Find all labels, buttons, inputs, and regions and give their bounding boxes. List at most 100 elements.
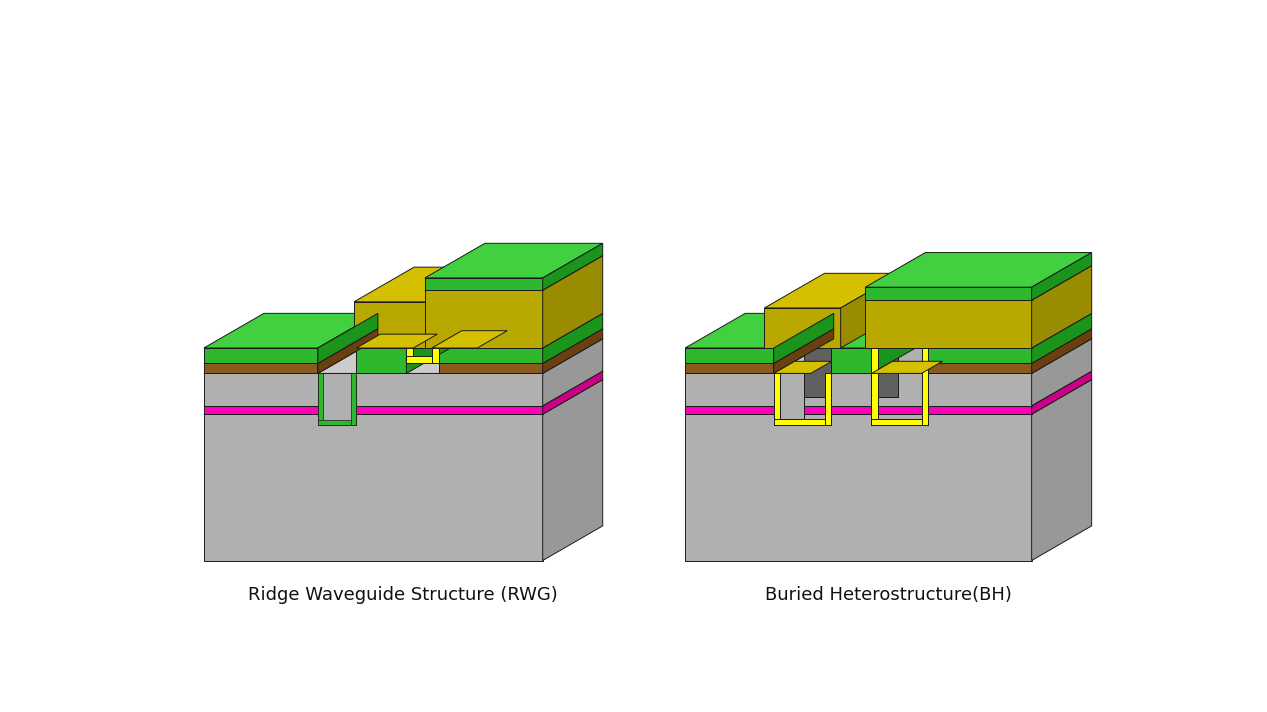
Polygon shape xyxy=(685,329,834,363)
Polygon shape xyxy=(774,313,834,363)
Polygon shape xyxy=(774,373,780,425)
Polygon shape xyxy=(764,308,841,348)
Polygon shape xyxy=(542,371,603,414)
Polygon shape xyxy=(831,313,931,348)
Polygon shape xyxy=(685,363,774,373)
Polygon shape xyxy=(318,419,356,425)
Polygon shape xyxy=(841,273,901,348)
Polygon shape xyxy=(764,273,901,308)
Polygon shape xyxy=(685,313,834,348)
Polygon shape xyxy=(204,379,603,414)
Polygon shape xyxy=(865,266,1092,300)
Polygon shape xyxy=(685,406,1031,414)
Polygon shape xyxy=(774,313,834,363)
Polygon shape xyxy=(927,329,1092,363)
Polygon shape xyxy=(831,348,872,373)
Polygon shape xyxy=(927,313,1092,348)
Polygon shape xyxy=(204,348,318,363)
Polygon shape xyxy=(353,267,488,302)
Polygon shape xyxy=(351,373,356,425)
Polygon shape xyxy=(542,339,603,406)
Polygon shape xyxy=(774,419,805,425)
Polygon shape xyxy=(318,313,378,363)
Polygon shape xyxy=(805,348,831,397)
Polygon shape xyxy=(204,313,378,348)
Polygon shape xyxy=(407,313,466,373)
Polygon shape xyxy=(927,363,1031,373)
Polygon shape xyxy=(685,348,774,363)
Polygon shape xyxy=(318,329,378,373)
Polygon shape xyxy=(865,253,1092,287)
Polygon shape xyxy=(204,371,603,406)
Polygon shape xyxy=(826,373,831,425)
Polygon shape xyxy=(542,379,603,560)
Polygon shape xyxy=(356,313,466,348)
Polygon shape xyxy=(438,313,603,348)
Polygon shape xyxy=(872,348,898,397)
Polygon shape xyxy=(1031,379,1092,560)
Polygon shape xyxy=(685,371,1092,406)
Polygon shape xyxy=(1031,329,1092,373)
Polygon shape xyxy=(1031,253,1092,300)
Polygon shape xyxy=(542,244,603,290)
Polygon shape xyxy=(353,302,427,348)
Polygon shape xyxy=(356,348,407,373)
Polygon shape xyxy=(204,339,603,373)
Polygon shape xyxy=(542,256,603,348)
Polygon shape xyxy=(407,348,413,363)
Polygon shape xyxy=(204,363,318,373)
Polygon shape xyxy=(438,348,542,363)
Polygon shape xyxy=(424,256,603,290)
Polygon shape xyxy=(774,329,834,373)
Polygon shape xyxy=(774,419,831,425)
Polygon shape xyxy=(204,373,542,406)
Polygon shape xyxy=(1031,313,1092,363)
Polygon shape xyxy=(1031,371,1092,414)
Polygon shape xyxy=(438,363,542,373)
Polygon shape xyxy=(318,373,323,425)
Polygon shape xyxy=(318,313,378,363)
Polygon shape xyxy=(424,278,542,290)
Polygon shape xyxy=(427,267,488,348)
Polygon shape xyxy=(407,321,438,363)
Polygon shape xyxy=(825,373,831,425)
Polygon shape xyxy=(438,329,603,363)
Polygon shape xyxy=(921,348,927,425)
Polygon shape xyxy=(872,348,877,425)
Polygon shape xyxy=(685,339,1092,373)
Text: Buried Heterostructure(BH): Buried Heterostructure(BH) xyxy=(765,586,1012,604)
Polygon shape xyxy=(356,334,437,348)
Polygon shape xyxy=(774,329,834,373)
Polygon shape xyxy=(542,313,603,363)
Polygon shape xyxy=(407,357,438,363)
Polygon shape xyxy=(432,348,438,363)
Polygon shape xyxy=(204,414,542,560)
Polygon shape xyxy=(865,287,1031,300)
Text: Ridge Waveguide Structure (RWG): Ridge Waveguide Structure (RWG) xyxy=(248,586,559,604)
Polygon shape xyxy=(865,300,1031,348)
Polygon shape xyxy=(1031,266,1092,348)
Polygon shape xyxy=(872,419,927,425)
Polygon shape xyxy=(685,414,1031,560)
Polygon shape xyxy=(318,373,356,425)
Polygon shape xyxy=(898,321,927,363)
Polygon shape xyxy=(774,373,805,425)
Polygon shape xyxy=(424,290,542,348)
Polygon shape xyxy=(542,329,603,373)
Polygon shape xyxy=(204,406,542,414)
Polygon shape xyxy=(927,348,1031,363)
Polygon shape xyxy=(872,348,878,425)
Polygon shape xyxy=(424,244,603,278)
Polygon shape xyxy=(774,373,779,425)
Polygon shape xyxy=(872,313,931,373)
Polygon shape xyxy=(774,361,831,373)
Polygon shape xyxy=(204,329,378,363)
Polygon shape xyxy=(685,373,1031,406)
Polygon shape xyxy=(685,379,1092,414)
Polygon shape xyxy=(872,419,927,425)
Polygon shape xyxy=(432,330,507,348)
Polygon shape xyxy=(872,361,943,373)
Polygon shape xyxy=(922,348,927,425)
Polygon shape xyxy=(1031,339,1092,406)
Polygon shape xyxy=(318,329,378,373)
